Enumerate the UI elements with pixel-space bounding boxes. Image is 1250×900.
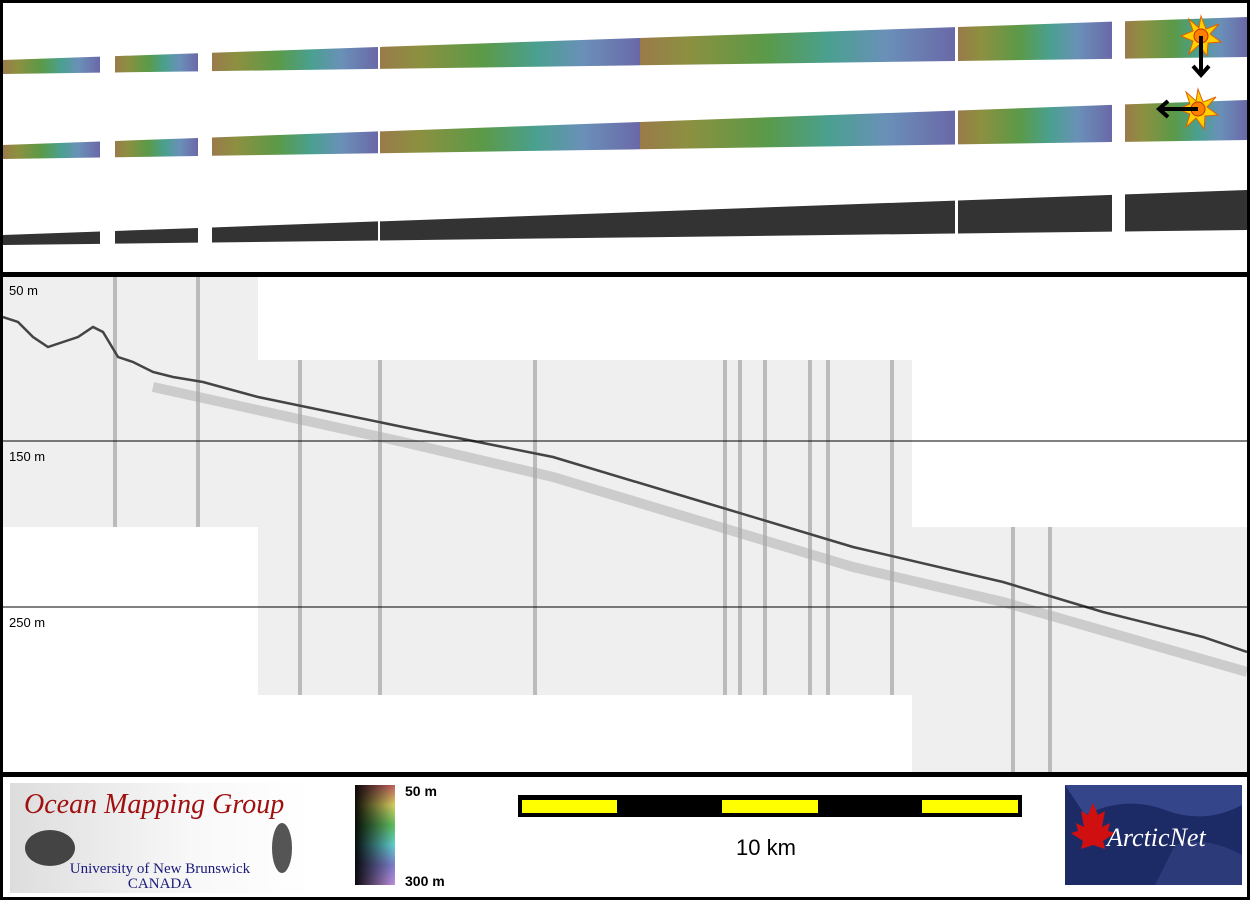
arrow-left-icon	[1155, 99, 1198, 119]
bathymetry-strip-segment	[1125, 100, 1247, 142]
backscatter-strip-segment	[640, 200, 955, 238]
scale-bar-label: 10 km	[736, 835, 796, 860]
logo-title: Ocean Mapping Group	[24, 789, 285, 820]
bathymetry-strip-segment	[212, 131, 378, 156]
bathymetry-strip-segment	[3, 141, 100, 159]
multibeam-strips-panel	[3, 3, 1247, 272]
depth-label-150: 150 m	[9, 449, 46, 464]
bathymetry-strip-segment	[212, 47, 378, 72]
seafloor-reflector	[3, 315, 1247, 654]
sub-bottom-profile-panel: 50 m 150 m 250 m	[3, 277, 1247, 772]
depth-label-50: 50 m	[9, 283, 38, 298]
logo-line2: CANADA	[127, 876, 193, 892]
arcticnet-logo: ArcticNet	[1065, 785, 1242, 885]
bathymetry-strip-segment	[640, 27, 955, 66]
backscatter-strip-segment	[212, 221, 378, 243]
backscatter-strip-segment	[115, 227, 198, 244]
backscatter-strip-segment	[380, 211, 640, 241]
ocean-mapping-group-logo: Ocean Mapping Group University of New Br…	[10, 783, 310, 893]
backscatter-strip-segment	[1125, 190, 1247, 232]
arrow-down-icon	[1191, 36, 1211, 79]
bathymetry-strip-segment	[115, 137, 198, 158]
colorbar-bottom-label: 300 m	[405, 873, 445, 889]
bathymetry-strips	[3, 14, 1247, 245]
bathymetry-strip-segment	[380, 37, 640, 69]
backscatter-strip-segment	[3, 231, 100, 245]
bathymetry-strip-segment	[380, 121, 640, 154]
bathymetry-strip-segment	[115, 53, 198, 73]
backscatter-strip-segment	[958, 194, 1112, 234]
bathymetry-strip-segment	[640, 110, 955, 150]
maple-leaf-icon	[1071, 803, 1115, 849]
depth-colorbar	[355, 785, 395, 885]
colorbar-top-label: 50 m	[405, 783, 437, 799]
bathymetry-strip-segment	[958, 21, 1112, 61]
arcticnet-text: ArcticNet	[1107, 823, 1206, 852]
logo-line1: University of New Brunswick	[69, 861, 251, 877]
scale-bar	[518, 795, 1022, 817]
depth-label-250: 250 m	[9, 615, 46, 630]
legend-panel: Ocean Mapping Group University of New Br…	[3, 777, 1247, 897]
bathymetry-strip-segment	[958, 104, 1112, 145]
bathymetry-strip-segment	[3, 56, 100, 74]
seismic-profile	[3, 277, 1247, 772]
